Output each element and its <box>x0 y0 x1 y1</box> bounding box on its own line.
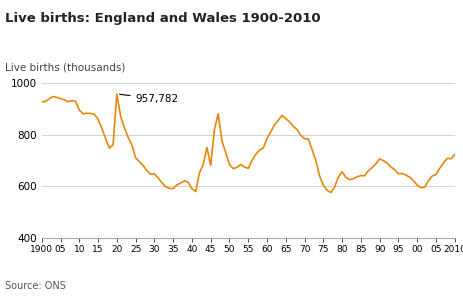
Text: Live births (thousands): Live births (thousands) <box>5 62 125 72</box>
Text: Live births: England and Wales 1900-2010: Live births: England and Wales 1900-2010 <box>5 12 319 25</box>
Text: Source: ONS: Source: ONS <box>5 281 65 291</box>
Text: 957,782: 957,782 <box>119 94 178 104</box>
